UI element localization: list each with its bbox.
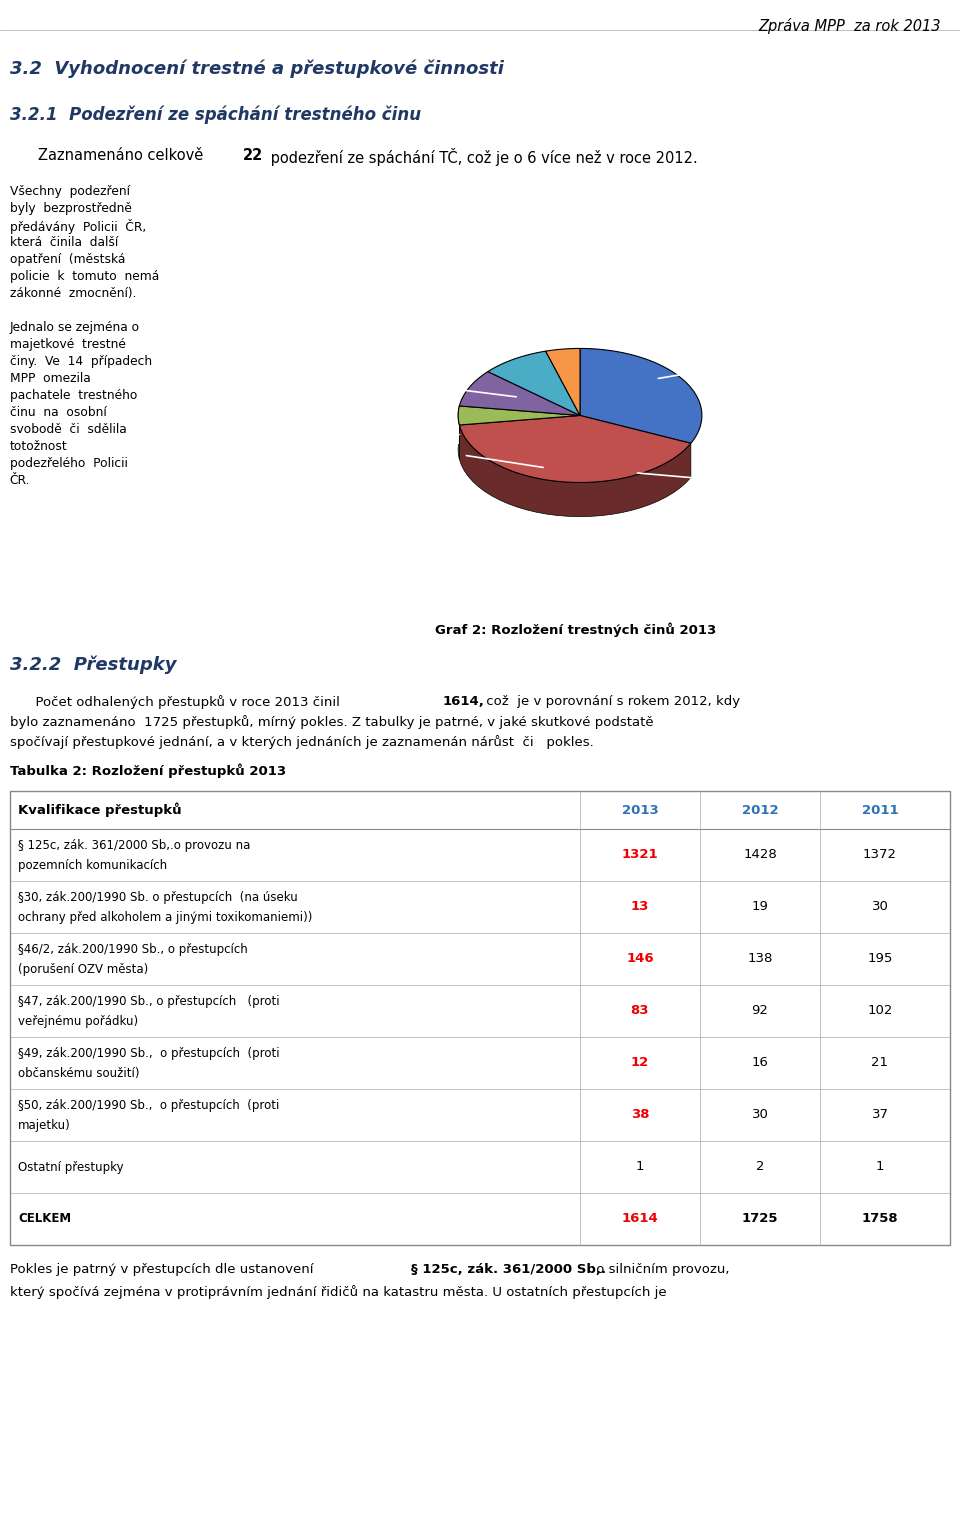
Text: podezřelého  Policii: podezřelého Policii bbox=[10, 457, 128, 469]
Text: bylo zaznamenáno  1725 přestupků, mírný pokles. Z tabulky je patrné, v jaké skut: bylo zaznamenáno 1725 přestupků, mírný p… bbox=[10, 716, 653, 729]
Text: 19: 19 bbox=[752, 900, 768, 914]
Text: pachatele  trestného: pachatele trestného bbox=[10, 389, 137, 402]
Text: (porušení OZV města): (porušení OZV města) bbox=[18, 963, 148, 976]
Text: činu  na  osobní: činu na osobní bbox=[10, 406, 107, 419]
Text: MPP  omezila: MPP omezila bbox=[10, 372, 90, 385]
Text: což  je v porovnání s rokem 2012, kdy: což je v porovnání s rokem 2012, kdy bbox=[482, 696, 740, 708]
Text: policie  k  tomuto  nemá: policie k tomuto nemá bbox=[10, 269, 158, 283]
Text: majetkové  trestné: majetkové trestné bbox=[10, 339, 126, 351]
Text: veřejnému pořádku): veřejnému pořádku) bbox=[18, 1014, 138, 1028]
Text: Tabulka 2: Rozložení přestupků 2013: Tabulka 2: Rozložení přestupků 2013 bbox=[10, 763, 286, 777]
Text: §30, zák.200/1990 Sb. o přestupcích  (na úseku: §30, zák.200/1990 Sb. o přestupcích (na … bbox=[18, 891, 298, 903]
Polygon shape bbox=[458, 406, 460, 459]
Text: 2: 2 bbox=[756, 1160, 764, 1174]
Text: 138: 138 bbox=[747, 953, 773, 965]
Text: Zpráva MPP  za rok 2013: Zpráva MPP za rok 2013 bbox=[758, 18, 941, 34]
Text: 2011: 2011 bbox=[862, 803, 899, 817]
Text: svobodě  či  sdělila: svobodě či sdělila bbox=[10, 423, 127, 436]
Text: totožnost: totožnost bbox=[10, 440, 67, 452]
Text: pozemních komunikacích: pozemních komunikacích bbox=[18, 859, 167, 873]
Text: § 125c, zák. 361/2000 Sb,.: § 125c, zák. 361/2000 Sb,. bbox=[411, 1264, 606, 1276]
Text: Ohrožení pod
vlivem
návykové látky;
1: Ohrožení pod vlivem návykové látky; 1 bbox=[534, 212, 638, 303]
Text: Loupež; 2: Loupež; 2 bbox=[446, 308, 543, 329]
Text: 3.2.2  Přestupky: 3.2.2 Přestupky bbox=[10, 656, 176, 674]
Text: 1614: 1614 bbox=[622, 1213, 659, 1225]
Polygon shape bbox=[580, 348, 702, 443]
Text: 1614,: 1614, bbox=[443, 696, 485, 708]
Text: 16: 16 bbox=[752, 1056, 768, 1070]
Text: činy.  Ve  14  případech: činy. Ve 14 případech bbox=[10, 356, 152, 368]
Text: 38: 38 bbox=[631, 1108, 649, 1122]
Text: Krádež
vloupáním; 9: Krádež vloupáním; 9 bbox=[637, 471, 818, 499]
Text: ochrany před alkoholem a jinými toxikomaniemi)): ochrany před alkoholem a jinými toxikoma… bbox=[18, 911, 312, 923]
Text: Krádeže prosté;
7: Krádeže prosté; 7 bbox=[659, 337, 875, 379]
Text: Jednalo se zejména o: Jednalo se zejména o bbox=[10, 322, 140, 334]
Text: 1372: 1372 bbox=[863, 848, 897, 862]
Polygon shape bbox=[488, 351, 580, 416]
Text: 1321: 1321 bbox=[622, 848, 659, 862]
Text: 30: 30 bbox=[872, 900, 888, 914]
Text: 13: 13 bbox=[631, 900, 649, 914]
Text: §50, zák.200/1990 Sb.,  o přestupcích  (proti: §50, zák.200/1990 Sb., o přestupcích (pr… bbox=[18, 1099, 279, 1113]
Text: § 125c, zák. 361/2000 Sb,.o provozu na: § 125c, zák. 361/2000 Sb,.o provozu na bbox=[18, 839, 251, 853]
Text: 30: 30 bbox=[752, 1108, 768, 1122]
Polygon shape bbox=[460, 425, 691, 517]
Text: 92: 92 bbox=[752, 1005, 768, 1017]
Text: Všechny  podezření: Všechny podezření bbox=[10, 185, 130, 199]
Polygon shape bbox=[458, 406, 580, 425]
Text: o silničním provozu,: o silničním provozu, bbox=[592, 1264, 730, 1276]
Text: 1428: 1428 bbox=[743, 848, 777, 862]
Text: podezření ze spáchání TČ, což je o 6 více než v roce 2012.: podezření ze spáchání TČ, což je o 6 víc… bbox=[266, 148, 698, 166]
Text: Poškozování
cizí věci; 1: Poškozování cizí věci; 1 bbox=[379, 434, 543, 468]
Text: 1758: 1758 bbox=[862, 1213, 899, 1225]
Text: §49, zák.200/1990 Sb.,  o přestupcích  (proti: §49, zák.200/1990 Sb., o přestupcích (pr… bbox=[18, 1047, 279, 1060]
Text: 146: 146 bbox=[626, 953, 654, 965]
Text: spočívají přestupkové jednání, a v kterých jednáních je zaznamenán nárůst  či   : spočívají přestupkové jednání, a v který… bbox=[10, 736, 593, 749]
Text: ČR.: ČR. bbox=[10, 474, 30, 486]
Text: 2013: 2013 bbox=[622, 803, 659, 817]
Text: 195: 195 bbox=[867, 953, 893, 965]
Polygon shape bbox=[545, 348, 580, 416]
Text: Zaznamenáno celkově: Zaznamenáno celkově bbox=[38, 148, 208, 163]
Text: §47, zák.200/1990 Sb., o přestupcích   (proti: §47, zák.200/1990 Sb., o přestupcích (pr… bbox=[18, 996, 279, 1008]
Text: který spočívá zejména v protiprávním jednání řidičů na katastru města. U ostatní: který spočívá zejména v protiprávním jed… bbox=[10, 1285, 666, 1299]
Text: 102: 102 bbox=[867, 1005, 893, 1017]
Text: 1: 1 bbox=[876, 1160, 884, 1174]
Text: zákonné  zmocnění).: zákonné zmocnění). bbox=[10, 286, 136, 300]
Text: 3.2.1  Podezření ze spáchání trestného činu: 3.2.1 Podezření ze spáchání trestného či… bbox=[10, 105, 420, 123]
Text: Počet odhalených přestupků v roce 2013 činil: Počet odhalených přestupků v roce 2013 č… bbox=[10, 696, 344, 709]
Text: byly  bezprostředně: byly bezprostředně bbox=[10, 202, 132, 215]
Text: která  činila  další: která činila další bbox=[10, 235, 118, 249]
Text: 3.2  Vyhodnocení trestné a přestupkové činnosti: 3.2 Vyhodnocení trestné a přestupkové či… bbox=[10, 60, 503, 78]
Text: občanskému soužití): občanskému soužití) bbox=[18, 1067, 139, 1080]
Text: 1725: 1725 bbox=[742, 1213, 779, 1225]
Text: majetku): majetku) bbox=[18, 1119, 71, 1131]
Text: Kvalifikace přestupků: Kvalifikace přestupků bbox=[18, 803, 181, 817]
Polygon shape bbox=[460, 416, 691, 483]
Text: 1: 1 bbox=[636, 1160, 644, 1174]
Text: Ostatní přestupky: Ostatní přestupky bbox=[18, 1160, 124, 1174]
Text: Graf 2: Rozložení trestných činů 2013: Graf 2: Rozložení trestných činů 2013 bbox=[436, 622, 716, 637]
Text: 22: 22 bbox=[243, 148, 263, 163]
Polygon shape bbox=[460, 371, 580, 416]
Text: Pokles je patrný v přestupcích dle ustanovení: Pokles je patrný v přestupcích dle ustan… bbox=[10, 1264, 318, 1276]
Text: §46/2, zák.200/1990 Sb., o přestupcích: §46/2, zák.200/1990 Sb., o přestupcích bbox=[18, 943, 248, 956]
Text: opatření  (městská: opatření (městská bbox=[10, 252, 125, 266]
Text: 37: 37 bbox=[872, 1108, 889, 1122]
Text: 83: 83 bbox=[631, 1005, 649, 1017]
Text: předávány  Policii  ČR,: předávány Policii ČR, bbox=[10, 219, 146, 234]
Text: CELKEM: CELKEM bbox=[18, 1213, 71, 1225]
Text: 21: 21 bbox=[872, 1056, 889, 1070]
Text: 2012: 2012 bbox=[742, 803, 779, 817]
Text: Ublížení na
zdraví; 2: Ublížení na zdraví; 2 bbox=[385, 371, 516, 399]
Text: 12: 12 bbox=[631, 1056, 649, 1070]
